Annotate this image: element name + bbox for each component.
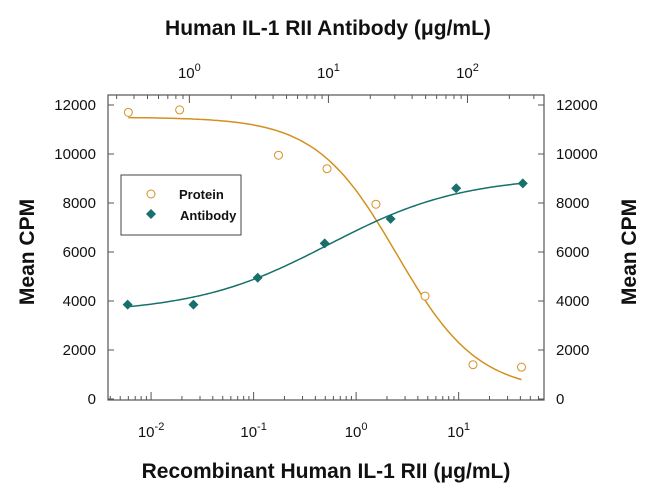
protein-point xyxy=(175,105,185,115)
x-bottom-tick-label: 101 xyxy=(447,421,470,441)
antibody-point xyxy=(451,183,462,194)
legend-box xyxy=(120,174,242,236)
y-left-tick-label: 12000 xyxy=(54,97,96,114)
protein-point xyxy=(468,360,478,370)
y-left-tick-label: 10000 xyxy=(54,146,96,163)
y-left-tick-label: 2000 xyxy=(63,342,96,359)
y-right-tick-label: 6000 xyxy=(556,244,589,261)
legend-protein-marker xyxy=(146,189,156,199)
y-right-tick-label: 12000 xyxy=(556,97,598,114)
protein-point xyxy=(516,362,526,372)
y-left-tick-label: 8000 xyxy=(63,195,96,212)
y-right-tick-label: 2000 xyxy=(556,342,589,359)
antibody-point xyxy=(122,299,133,310)
antibody-point xyxy=(517,178,528,189)
x-top-tick-label: 101 xyxy=(317,62,340,82)
protein-point xyxy=(274,150,284,160)
antibody-point xyxy=(188,299,199,310)
protein-point xyxy=(371,199,381,209)
y-right-tick-label: 10000 xyxy=(556,146,598,163)
x-bottom-tick-label: 100 xyxy=(345,421,368,441)
top-axis-title: Human IL-1 RII Antibody (μg/mL) xyxy=(165,17,491,40)
y-right-tick-label: 8000 xyxy=(556,195,589,212)
x-bottom-tick-label: 10-2 xyxy=(138,421,164,441)
legend-antibody-marker xyxy=(146,209,156,219)
y-right-tick-label: 0 xyxy=(556,391,564,408)
x-top-tick-label: 100 xyxy=(178,62,201,82)
antibody-point xyxy=(252,272,263,283)
y-left-tick-label: 6000 xyxy=(63,244,96,261)
bottom-axis-title: Recombinant Human IL-1 RII (μg/mL) xyxy=(142,460,511,483)
antibody-point xyxy=(319,238,330,249)
y-left-tick-label: 4000 xyxy=(63,293,96,310)
protein-point xyxy=(420,291,430,301)
legend: Protein Antibody xyxy=(120,174,242,236)
x-top-tick-label: 102 xyxy=(456,62,479,82)
antibody-point xyxy=(385,213,396,224)
legend-protein-label: Protein xyxy=(179,187,224,202)
legend-antibody-label: Antibody xyxy=(180,208,237,223)
x-bottom-tick-label: 10-1 xyxy=(240,421,266,441)
y-left-tick-label: 0 xyxy=(88,391,96,408)
protein-point xyxy=(123,107,133,117)
protein-fit-curve xyxy=(128,116,522,381)
y-right-tick-label: 4000 xyxy=(556,293,589,310)
left-axis-title: Mean CPM xyxy=(16,199,39,305)
protein-point xyxy=(322,164,332,174)
right-axis-title: Mean CPM xyxy=(618,199,641,305)
plot-frame xyxy=(107,94,545,401)
